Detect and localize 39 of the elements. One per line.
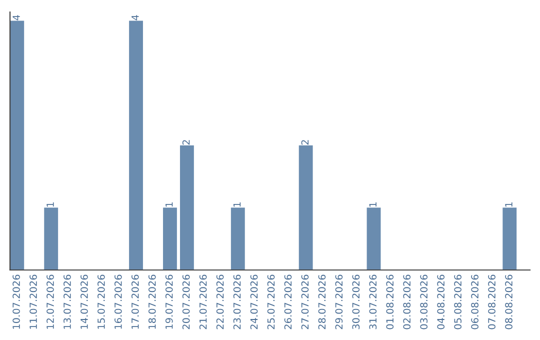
x-tick-label: 10.07.2026 (12, 274, 20, 329)
x-tick-label: 05.08.2026 (454, 274, 462, 330)
x-tick-label: 16.07.2026 (114, 274, 122, 329)
x-tick-label: 08.08.2026 (505, 274, 512, 330)
x-tick-label: 19.07.2026 (165, 274, 173, 329)
x-tick-label: 22.07.2026 (216, 274, 224, 330)
data-label: 1 (369, 202, 376, 207)
data-label: 1 (166, 202, 173, 207)
x-tick-label: 06.08.2026 (471, 274, 478, 330)
x-tick-label: 11.07.2026 (30, 274, 37, 329)
x-tick-label: 17.07.2026 (131, 274, 139, 329)
x-tick-label: 01.08.2026 (386, 274, 394, 330)
x-tick-label: 15.07.2026 (98, 274, 105, 329)
x-tick-label: 25.07.2026 (267, 274, 275, 330)
x-tick-label: 30.07.2026 (352, 274, 360, 330)
x-tick-label: 31.07.2026 (369, 274, 377, 330)
x-tick-label: 23.07.2026 (233, 274, 241, 330)
x-tick-label: 02.08.2026 (403, 274, 411, 330)
data-label: 1 (505, 202, 512, 207)
data-label: 4 (132, 15, 139, 20)
x-tick-label: 04.08.2026 (437, 274, 445, 330)
x-tick-label: 12.07.2026 (46, 274, 54, 329)
data-label: 4 (12, 15, 20, 20)
data-label: 2 (301, 140, 309, 145)
x-tick-label: 03.08.2026 (420, 274, 428, 330)
data-label: 2 (182, 140, 190, 145)
x-tick-label: 14.07.2026 (80, 274, 88, 329)
data-label: 1 (46, 202, 54, 207)
x-tick-label: 26.07.2026 (284, 274, 292, 330)
data-label: 1 (234, 202, 241, 207)
x-tick-label: 29.07.2026 (335, 274, 343, 330)
x-tick-label: 28.07.2026 (318, 274, 326, 330)
x-tick-label: 27.07.2026 (301, 274, 309, 330)
x-tick-label: 20.07.2026 (182, 274, 190, 330)
x-tick-label: 07.08.2026 (488, 274, 496, 330)
x-tick-label: 18.07.2026 (148, 274, 156, 329)
x-tick-label: 13.07.2026 (64, 274, 71, 329)
x-tick-label: 24.07.2026 (250, 274, 258, 330)
x-tick-label: 21.07.2026 (199, 274, 207, 330)
